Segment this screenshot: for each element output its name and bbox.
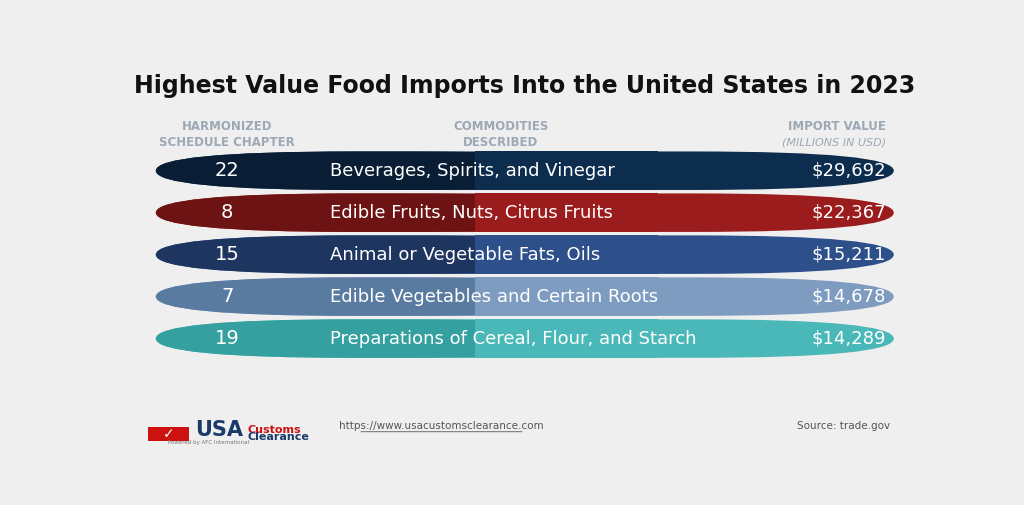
Text: ✓: ✓ (163, 427, 174, 441)
Text: SCHEDULE CHAPTER: SCHEDULE CHAPTER (160, 136, 295, 148)
FancyBboxPatch shape (156, 277, 612, 316)
Text: $15,211: $15,211 (811, 245, 886, 264)
FancyBboxPatch shape (156, 235, 612, 274)
Text: Animal or Vegetable Fats, Oils: Animal or Vegetable Fats, Oils (331, 245, 601, 264)
Text: 19: 19 (215, 329, 240, 348)
Text: IMPORT VALUE: IMPORT VALUE (788, 120, 886, 133)
Bar (475, 193, 657, 232)
Text: $22,367: $22,367 (811, 204, 886, 222)
Text: Edible Fruits, Nuts, Citrus Fruits: Edible Fruits, Nuts, Citrus Fruits (331, 204, 613, 222)
FancyBboxPatch shape (156, 193, 894, 232)
Text: 22: 22 (215, 161, 240, 180)
Text: 8: 8 (221, 203, 233, 222)
FancyBboxPatch shape (156, 235, 894, 274)
FancyBboxPatch shape (156, 152, 612, 190)
Text: Powered by AFC International: Powered by AFC International (169, 440, 250, 445)
Text: COMMODITIES: COMMODITIES (454, 120, 549, 133)
Text: HARMONIZED: HARMONIZED (182, 120, 272, 133)
Text: https://www.usacustomsclearance.com: https://www.usacustomsclearance.com (339, 421, 544, 431)
FancyBboxPatch shape (156, 319, 612, 358)
FancyBboxPatch shape (156, 319, 894, 358)
Text: 7: 7 (221, 287, 233, 306)
Text: USA: USA (196, 420, 244, 440)
FancyBboxPatch shape (156, 152, 894, 190)
Text: Highest Value Food Imports Into the United States in 2023: Highest Value Food Imports Into the Unit… (134, 74, 915, 98)
FancyBboxPatch shape (156, 277, 894, 316)
Text: $14,678: $14,678 (811, 288, 886, 306)
Text: Preparations of Cereal, Flour, and Starch: Preparations of Cereal, Flour, and Starc… (331, 330, 697, 347)
Text: DESCRIBED: DESCRIBED (464, 136, 539, 148)
Text: Customs: Customs (247, 425, 301, 435)
Bar (147, 427, 189, 441)
Text: Edible Vegetables and Certain Roots: Edible Vegetables and Certain Roots (331, 288, 658, 306)
Bar (475, 235, 657, 274)
Text: Beverages, Spirits, and Vinegar: Beverages, Spirits, and Vinegar (331, 162, 615, 180)
Text: $29,692: $29,692 (811, 162, 886, 180)
FancyBboxPatch shape (156, 193, 612, 232)
Text: $14,289: $14,289 (811, 330, 886, 347)
Bar (475, 152, 657, 190)
Text: 15: 15 (215, 245, 240, 264)
Bar (475, 277, 657, 316)
Text: (MILLIONS IN USD): (MILLIONS IN USD) (781, 137, 886, 147)
Text: Source: trade.gov: Source: trade.gov (797, 421, 890, 431)
Bar (475, 319, 657, 358)
Text: Clearance: Clearance (247, 432, 309, 442)
